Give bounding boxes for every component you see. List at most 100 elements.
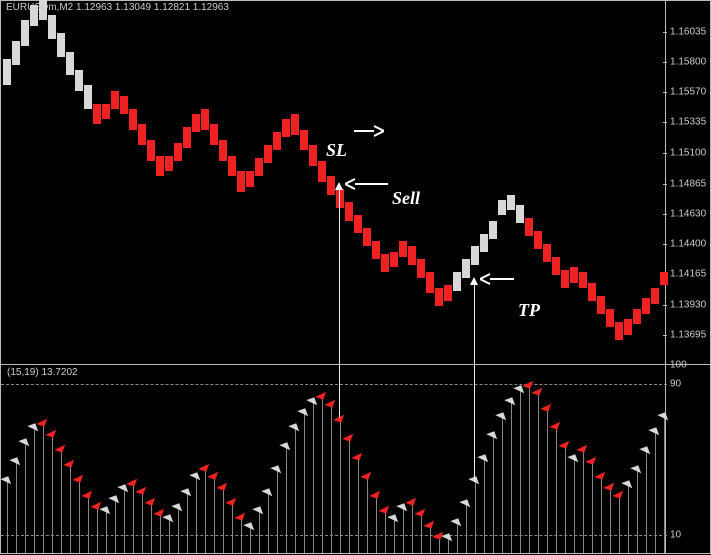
price-ytick: 1.15335 xyxy=(670,117,706,128)
indicator-marker xyxy=(459,497,472,508)
price-ytick: 1.13695 xyxy=(670,330,706,341)
candle-bar xyxy=(192,114,200,132)
candle-bar xyxy=(498,200,506,216)
indicator-bar xyxy=(286,448,287,553)
indicator-ytick: 90 xyxy=(670,378,681,389)
indicator-ytick: 10 xyxy=(670,530,681,541)
candle-bar xyxy=(651,288,659,304)
indicator-marker xyxy=(171,500,184,511)
candle-bar xyxy=(201,109,209,130)
indicator-marker xyxy=(477,451,490,462)
candle-bar xyxy=(174,143,182,161)
indicator-marker xyxy=(162,512,175,523)
indicator-bar xyxy=(295,429,296,553)
indicator-bar xyxy=(376,494,377,553)
indicator-yaxis: 1009010 xyxy=(666,365,711,554)
candle-bar xyxy=(129,109,137,130)
indicator-bar xyxy=(313,403,314,553)
indicator-bar xyxy=(412,501,413,553)
candle-bar xyxy=(336,189,344,207)
indicator-bar xyxy=(358,456,359,553)
candle-bar xyxy=(552,257,560,275)
indicator-bar xyxy=(511,403,512,553)
annotation-arrow xyxy=(480,272,514,291)
indicator-bar xyxy=(556,425,557,553)
candle-bar xyxy=(273,132,281,150)
vertical-marker-arrowhead xyxy=(335,182,343,190)
indicator-bar xyxy=(142,490,143,553)
indicator-panel[interactable]: (15,19) 13.7202 xyxy=(0,365,666,554)
indicator-marker xyxy=(81,490,94,501)
candle-bar xyxy=(228,156,236,177)
indicator-bar xyxy=(277,471,278,553)
indicator-bar xyxy=(484,460,485,554)
candle-bar xyxy=(165,156,173,172)
indicator-bar xyxy=(448,539,449,553)
indicator-bar xyxy=(304,414,305,553)
indicator-level-line xyxy=(1,535,667,536)
price-ytick: 1.15100 xyxy=(670,147,706,158)
indicator-bar xyxy=(547,407,548,553)
indicator-ytick: 100 xyxy=(670,360,687,371)
candle-bar xyxy=(390,252,398,268)
candle-bar xyxy=(282,119,290,137)
candle-bar xyxy=(399,241,407,257)
candle-bar xyxy=(183,127,191,148)
indicator-bar xyxy=(619,494,620,553)
indicator-bar xyxy=(43,422,44,553)
price-ytick: 1.13930 xyxy=(670,299,706,310)
candle-bar xyxy=(363,228,371,246)
candle-bar xyxy=(138,124,146,145)
indicator-marker xyxy=(270,463,283,474)
candle-bar xyxy=(345,202,353,220)
candle-bar xyxy=(327,176,335,194)
candle-bar xyxy=(408,246,416,264)
candle-bar xyxy=(219,140,227,161)
price-chart[interactable] xyxy=(0,0,666,365)
candle-bar xyxy=(255,158,263,176)
indicator-bar xyxy=(457,524,458,553)
indicator-bar xyxy=(124,490,125,553)
candle-bar xyxy=(75,70,83,91)
indicator-marker xyxy=(486,429,499,440)
candle-bar xyxy=(606,309,614,327)
indicator-marker xyxy=(207,471,220,482)
candle-bar xyxy=(93,104,101,125)
candle-bar xyxy=(309,145,317,166)
indicator-bar xyxy=(538,391,539,553)
indicator-bar xyxy=(367,475,368,553)
candle-bar xyxy=(624,319,632,335)
indicator-bar xyxy=(610,486,611,553)
indicator-marker xyxy=(261,485,274,496)
indicator-title: (15,19) 13.7202 xyxy=(7,367,78,378)
candle-bar xyxy=(435,288,443,306)
indicator-bar xyxy=(34,429,35,553)
indicator-marker xyxy=(540,403,553,414)
candle-bar xyxy=(57,33,65,56)
vertical-marker-arrowhead xyxy=(470,277,478,285)
candle-bar xyxy=(543,244,551,262)
indicator-bar xyxy=(61,448,62,553)
candle-bar xyxy=(588,283,596,301)
indicator-bar xyxy=(574,460,575,554)
vertical-marker xyxy=(474,279,475,482)
indicator-bar xyxy=(250,528,251,553)
candle-bar xyxy=(615,322,623,340)
candle-bar xyxy=(381,254,389,272)
indicator-bar xyxy=(493,437,494,553)
annotation-arrow xyxy=(345,177,388,196)
annotation-tp: TP xyxy=(518,300,540,321)
candle-bar xyxy=(426,272,434,293)
candle-bar xyxy=(534,231,542,249)
candle-bar xyxy=(147,140,155,161)
candle-bar xyxy=(642,298,650,314)
indicator-bar xyxy=(520,391,521,553)
candle-bar xyxy=(417,259,425,277)
candle-bar xyxy=(561,270,569,288)
indicator-marker xyxy=(243,519,256,530)
candle-bar xyxy=(111,91,119,109)
indicator-bar xyxy=(151,501,152,553)
indicator-marker xyxy=(585,456,598,467)
candle-bar xyxy=(633,309,641,325)
indicator-marker xyxy=(108,493,121,504)
